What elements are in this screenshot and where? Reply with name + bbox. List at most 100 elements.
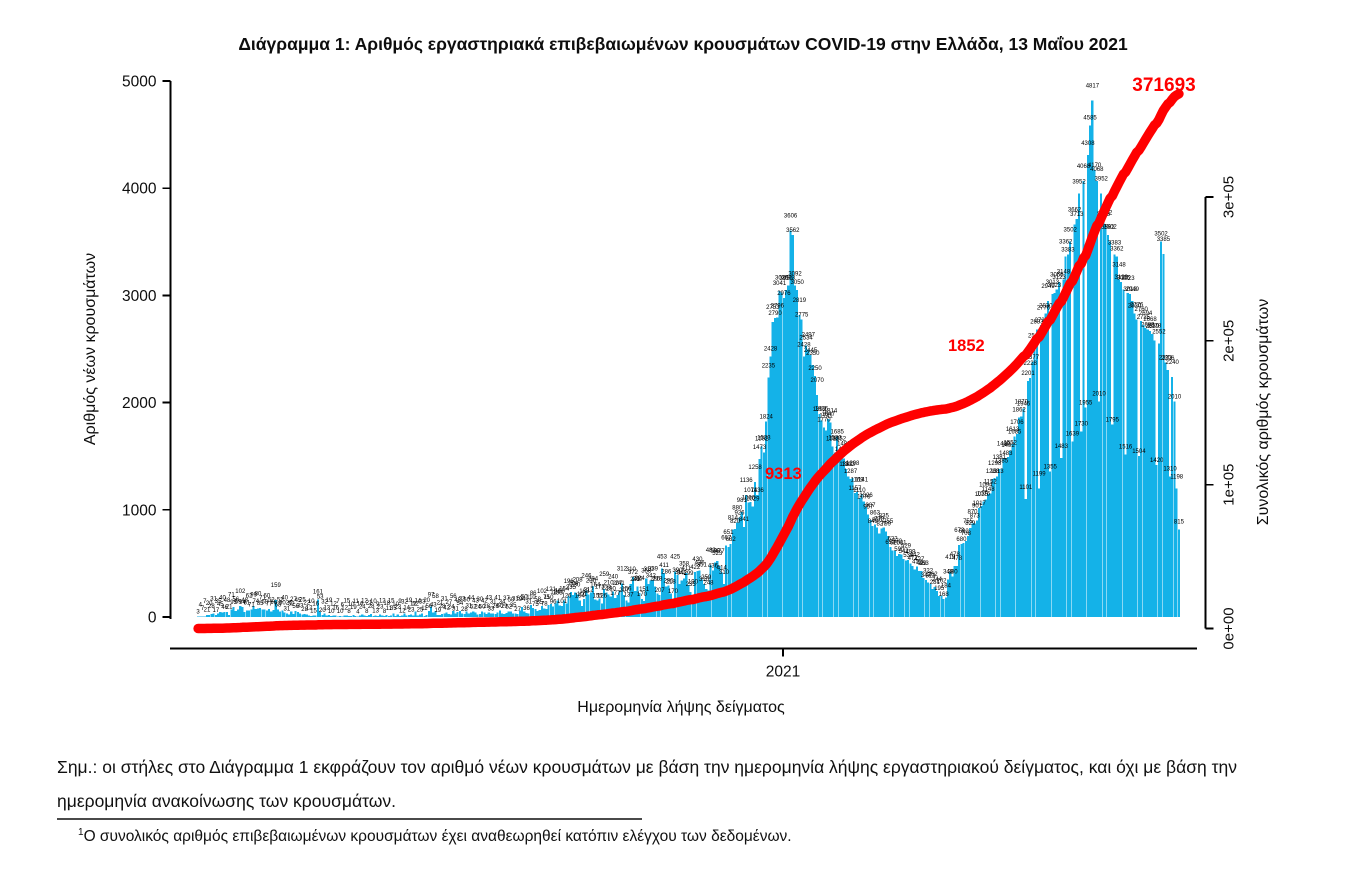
bar-value-label: 56 [426,604,433,610]
bar [1004,458,1007,617]
bar [489,613,493,617]
bar [290,611,293,617]
bar [736,522,739,617]
bar-value-label: 41 [494,596,501,602]
y-right-tick-label: 3e+05 [1221,176,1238,218]
bar-value-label: 31 [525,600,532,606]
bar-value-label: 2497 [802,332,816,338]
bar-value-label: 190 [606,587,617,593]
bar [984,499,987,617]
bar [605,592,608,617]
bar [893,550,896,617]
bar [1020,416,1023,617]
bar-value-label: 32 [321,600,328,606]
bar [800,319,803,617]
bar [773,317,777,617]
bar-value-label: 708 [961,531,972,537]
bar [429,606,433,617]
bar-value-label: 45 [454,598,461,604]
bar-value-label: 14 [414,599,421,605]
bar-value-label: 40 [219,596,226,602]
x-axis-tick-label: 2021 [766,664,800,681]
bar-value-label: 358 [679,562,690,568]
bar [953,565,956,617]
bar-value-label: 8 [347,609,351,615]
bar [662,572,666,617]
bar [1115,256,1118,617]
bar-value-label: 24 [359,604,366,610]
bar-value-label: 10 [392,602,399,608]
bar [1049,471,1052,617]
bar-value-label: 2350 [806,351,820,357]
bar [649,580,652,617]
bar [873,524,876,617]
bar [911,565,914,617]
bar-value-label: 2306 [1161,356,1175,362]
bar [973,523,976,617]
bar-value-label: 3025 [775,276,789,282]
bar [705,589,708,617]
bar [951,576,954,617]
bar-value-label: 1420 [1150,458,1164,464]
bar-value-label: 78 [541,602,548,608]
bar [319,611,322,617]
bar [884,531,887,617]
bar-value-label: 3123 [1052,275,1066,281]
bar [580,606,583,617]
bar [962,542,965,617]
bar-value-label: 529 [901,543,912,549]
bar-value-label: 63 [517,596,524,602]
bar [1051,294,1054,617]
bar-value-label: 873 [970,513,981,519]
bar-value-label: 14 [403,606,410,612]
bar-value-label: 653 [885,540,896,546]
bar [396,614,399,617]
bar [483,612,486,617]
bar [538,610,541,617]
bar-value-label: 21 [204,608,211,614]
bar [920,571,923,617]
bar [1013,436,1016,617]
bar [1089,125,1092,618]
bar [432,612,435,617]
bar-value-label: 310 [675,570,686,576]
bar-value-label: 56 [450,594,457,600]
bar [1062,279,1065,617]
bar [986,493,990,617]
bar-value-label: 246 [581,574,592,580]
bar [272,609,275,617]
bar-value-label: 442 [910,553,921,559]
bar-value-label: 3362 [1110,247,1124,253]
bar [1148,330,1152,617]
bar [556,600,559,617]
bar-value-label: 870 [967,510,978,516]
bar-value-label: 2753 [766,305,780,311]
footnote-text: 1Ο συνολικός αριθμός επιβεβαιωμένων κρου… [78,827,1278,846]
bar-value-label: 218 [652,577,663,583]
bar-value-label: 66 [270,600,277,606]
bar-value-label: 101 [557,599,568,605]
bar [765,421,768,617]
bar [1071,441,1074,617]
bar [798,314,801,617]
bar-value-label: 52 [470,604,477,610]
bar [410,614,413,617]
bar [212,613,215,617]
bar-value-label: 1355 [1044,465,1058,471]
bar [276,609,279,617]
bar-value-label: 33 [488,607,495,613]
bar [1077,193,1081,617]
bar-value-label: 170 [668,589,679,595]
bar-value-label: 1533 [757,436,771,442]
bar-value-label: 472 [912,559,923,565]
bar [1064,256,1067,617]
bar [620,583,623,617]
bar [1033,347,1036,617]
bar-value-label: 1862 [1012,407,1026,413]
bar-value-label: 210 [604,581,615,587]
bar-value-label: 1094 [979,483,993,489]
bar-value-label: 1136 [751,488,765,494]
bar [307,615,311,617]
bar-value-label: 75 [532,602,539,608]
bar-value-label: 1685 [831,429,845,435]
